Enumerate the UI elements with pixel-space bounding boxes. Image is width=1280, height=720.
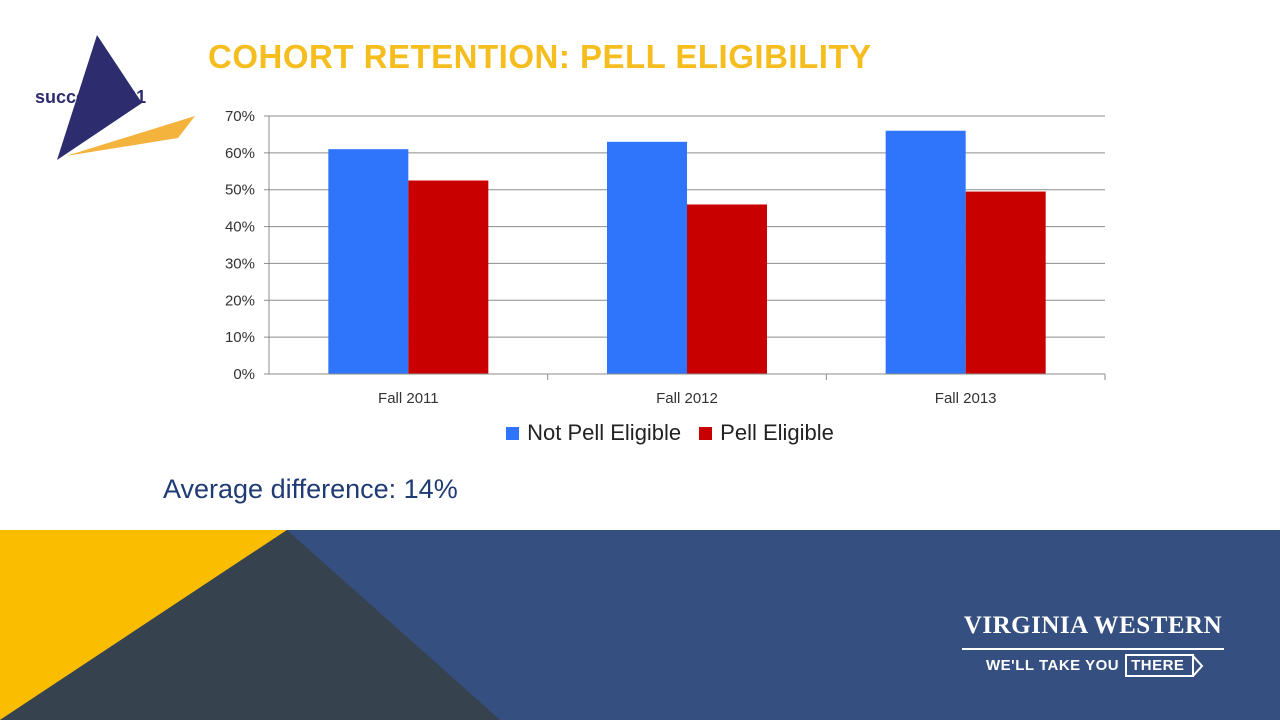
x-tick-label: Fall 2012 [656, 390, 718, 407]
legend-item-pell: Pell Eligible [699, 420, 834, 446]
footer-band [0, 530, 1280, 720]
chart-bars [328, 130, 1046, 374]
footer-dark-shape [0, 530, 500, 720]
chart-labels: 0% 10% 20% 30% 40% 50% 60% 70% Fall 2011 Fall 201… [225, 108, 997, 407]
y-tick-label: 70% [225, 108, 255, 125]
x-tick-label: Fall 2013 [935, 390, 997, 407]
x-tick-label: Fall 2011 [378, 390, 439, 407]
logo-text: success2021 [35, 87, 146, 107]
bar-not-pell [607, 141, 687, 374]
legend-item-not-pell: Not Pell Eligible [506, 420, 681, 446]
brand-tagline: WE'LL TAKE YOU THERE [986, 654, 1204, 677]
slide-title: COHORT RETENTION: PELL ELIGIBILITY [208, 38, 872, 75]
success-logo: success2021 [35, 35, 195, 160]
brand-arrow-icon [1192, 654, 1204, 677]
legend-label-pell: Pell Eligible [720, 420, 834, 445]
y-tick-label: 10% [225, 329, 255, 346]
y-tick-label: 20% [225, 292, 255, 309]
brand-name: VIRGINIA WESTERN [963, 612, 1223, 639]
bar-pell [965, 191, 1046, 374]
virginia-western-logo: VIRGINIA WESTERN WE'LL TAKE YOU THERE [962, 612, 1224, 680]
bar-pell [408, 180, 489, 374]
bar-not-pell [328, 149, 409, 374]
brand-divider [962, 648, 1224, 650]
legend-swatch-pell [699, 426, 713, 440]
average-difference-text: Average difference: 14% [163, 474, 458, 504]
legend-swatch-not-pell [506, 426, 520, 440]
brand-tagline-box: THERE [1125, 654, 1195, 677]
chart-legend: Not Pell Eligible Pell Eligible [0, 420, 1280, 446]
brand-tagline-text: WE'LL TAKE YOU [986, 657, 1120, 674]
y-tick-label: 0% [233, 366, 255, 383]
logo-swoosh-shape [66, 116, 195, 156]
y-tick-label: 50% [225, 182, 255, 199]
chart-axes [264, 115, 1106, 380]
bar-not-pell [885, 130, 966, 374]
logo-sail-shape [57, 35, 142, 160]
y-tick-label: 30% [225, 255, 255, 272]
y-tick-label: 40% [225, 219, 255, 236]
y-tick-label: 60% [225, 145, 255, 162]
bar-pell [687, 204, 767, 374]
legend-label-not-pell: Not Pell Eligible [527, 420, 682, 445]
